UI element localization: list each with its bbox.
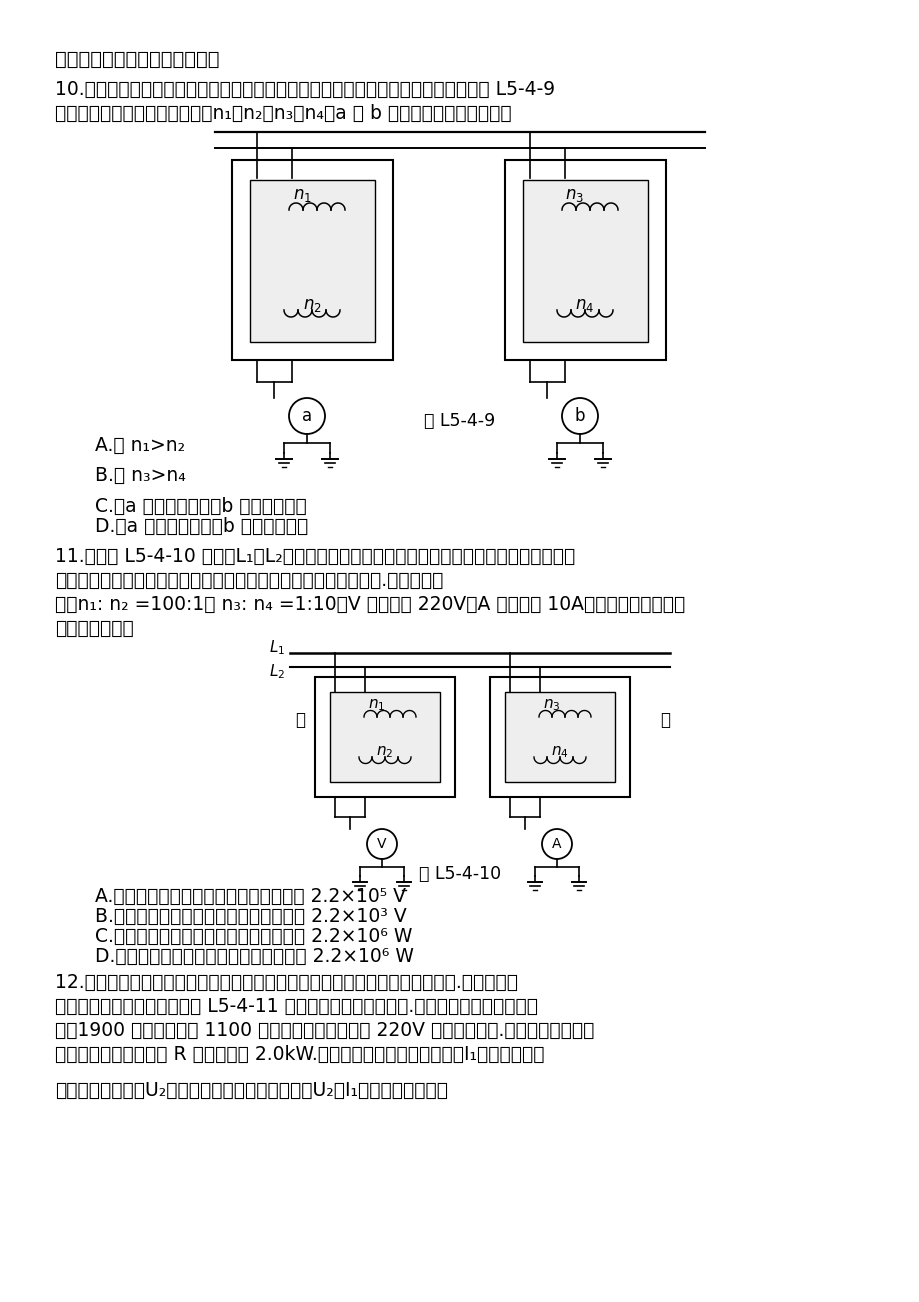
Text: C.　a 为交流电流表，b 为交流电压表: C. a 为交流电流表，b 为交流电压表 xyxy=(95,497,306,516)
Text: $n_3$: $n_3$ xyxy=(565,186,584,204)
Text: 图 L5-4-10: 图 L5-4-10 xyxy=(418,865,501,883)
Text: 电表读数，可以间接得到输电线两端电压和通过输电线的电流.若已知图中: 电表读数，可以间接得到输电线两端电压和通过输电线的电流.若已知图中 xyxy=(55,572,443,590)
Bar xyxy=(490,677,630,797)
Text: 所示，两变压器厕数分别为n₁、n₂和n₃、n₄，a 和 b 是交流电表、则（　　）: 所示，两变压器厕数分别为n₁、n₂和n₃、n₄，a 和 b 是交流电表、则（ ） xyxy=(55,104,511,122)
Bar xyxy=(505,691,614,783)
Circle shape xyxy=(289,398,324,434)
Text: A.　 n₁>n₂: A. n₁>n₂ xyxy=(95,436,185,454)
Text: V: V xyxy=(377,837,386,852)
Text: $L_2$: $L_2$ xyxy=(268,663,285,681)
Text: $L_1$: $L_1$ xyxy=(268,639,285,658)
Text: 1900 厕，原线圈为 1100 厕，接在电压有效值为 220V 的交流电源上.当变压器输出电压: 1900 厕，原线圈为 1100 厕，接在电压有效值为 220V 的交流电源上.… xyxy=(55,1021,594,1040)
Text: 10.　（多选）为了监测变电站向外输电的情况，要在变电站安装互感器，其接线如图 L5-4-9: 10. （多选）为了监测变电站向外输电的情况，要在变电站安装互感器，其接线如图 … xyxy=(55,79,554,99)
Text: B.　 n₃>n₄: B. n₃>n₄ xyxy=(95,466,186,486)
Text: b: b xyxy=(574,408,584,424)
Text: $n_3$: $n_3$ xyxy=(542,697,561,713)
Bar xyxy=(522,180,647,342)
Text: 11.　如图 L5-4-10 所示，L₁和L₂是输电线，甲、乙是两个互感器，通过观测接在甲、乙中的: 11. 如图 L5-4-10 所示，L₁和L₂是输电线，甲、乙是两个互感器，通过… xyxy=(55,547,574,566)
Bar xyxy=(250,180,375,342)
Text: D.　a 为交流电压表，b 为交流电流表: D. a 为交流电压表，b 为交流电流表 xyxy=(95,517,308,536)
Text: $n_2$: $n_2$ xyxy=(302,296,321,314)
Bar xyxy=(330,691,439,783)
Text: A.　甲是电压互感器，输电线两端电压是 2.2×10⁵ V: A. 甲是电压互感器，输电线两端电压是 2.2×10⁵ V xyxy=(95,887,405,906)
Circle shape xyxy=(367,829,397,859)
Text: D.　乙是电压互感器，通过输电线的功率 2.2×10⁶ W: D. 乙是电压互感器，通过输电线的功率 2.2×10⁶ W xyxy=(95,947,414,966)
Text: $n_2$: $n_2$ xyxy=(376,745,393,760)
Text: a: a xyxy=(301,408,312,424)
Text: $n_4$: $n_4$ xyxy=(550,745,568,760)
Text: 甲: 甲 xyxy=(295,711,305,729)
Text: C.　甲是电压互感器，通过输电线的功率 2.2×10⁶ W: C. 甲是电压互感器，通过输电线的功率 2.2×10⁶ W xyxy=(95,927,412,947)
Bar xyxy=(314,677,455,797)
Bar xyxy=(505,160,665,359)
Text: $n_1$: $n_1$ xyxy=(292,186,312,204)
Text: 12.　自耦变压器的铁芯上只绕有一个线圈，原、副线圈都只取该线圈的某部分.一升压式自: 12. 自耦变压器的铁芯上只绕有一个线圈，原、副线圈都只取该线圈的某部分.一升压… xyxy=(55,973,517,992)
Text: 图 L5-4-9: 图 L5-4-9 xyxy=(424,411,495,430)
Text: 乙: 乙 xyxy=(659,711,669,729)
Text: B.　乙是电压互感器，输电线两端电压是 2.2×10³ V: B. 乙是电压互感器，输电线两端电压是 2.2×10³ V xyxy=(95,907,406,926)
Circle shape xyxy=(541,829,572,859)
Text: A: A xyxy=(551,837,562,852)
Text: 调至最大时，负载 R 上的功率为 2.0kW.设此时原线圈中电流有效值为I₁，负载两端电: 调至最大时，负载 R 上的功率为 2.0kW.设此时原线圈中电流有效值为I₁，负… xyxy=(55,1046,544,1064)
Text: 压的有效值为U₂，且变压器是理想变压器，则U₂和I₁分别约为（　　）: 压的有效值为U₂，且变压器是理想变压器，则U₂和I₁分别约为（ ） xyxy=(55,1081,448,1100)
Text: 耦调压变压器的电路如图 L5-4-11 所示，其副线圈厕数可调.已知变压器线圈总厕数为: 耦调压变压器的电路如图 L5-4-11 所示，其副线圈厕数可调.已知变压器线圈总… xyxy=(55,997,538,1016)
Text: n₁: n₂ =100:1， n₃: n₄ =1:10，V 表示数为 220V，A 表示数为 10A，则下列判断正确的: n₁: n₂ =100:1， n₃: n₄ =1:10，V 表示数为 220V，… xyxy=(55,595,685,615)
Text: $n_1$: $n_1$ xyxy=(368,697,385,713)
Circle shape xyxy=(562,398,597,434)
Bar xyxy=(232,160,392,359)
Text: 是（　　）: 是（ ） xyxy=(55,618,133,638)
Text: 知识点四　　几种常见的变压器: 知识点四 几种常见的变压器 xyxy=(55,49,220,69)
Text: $n_4$: $n_4$ xyxy=(574,296,594,314)
